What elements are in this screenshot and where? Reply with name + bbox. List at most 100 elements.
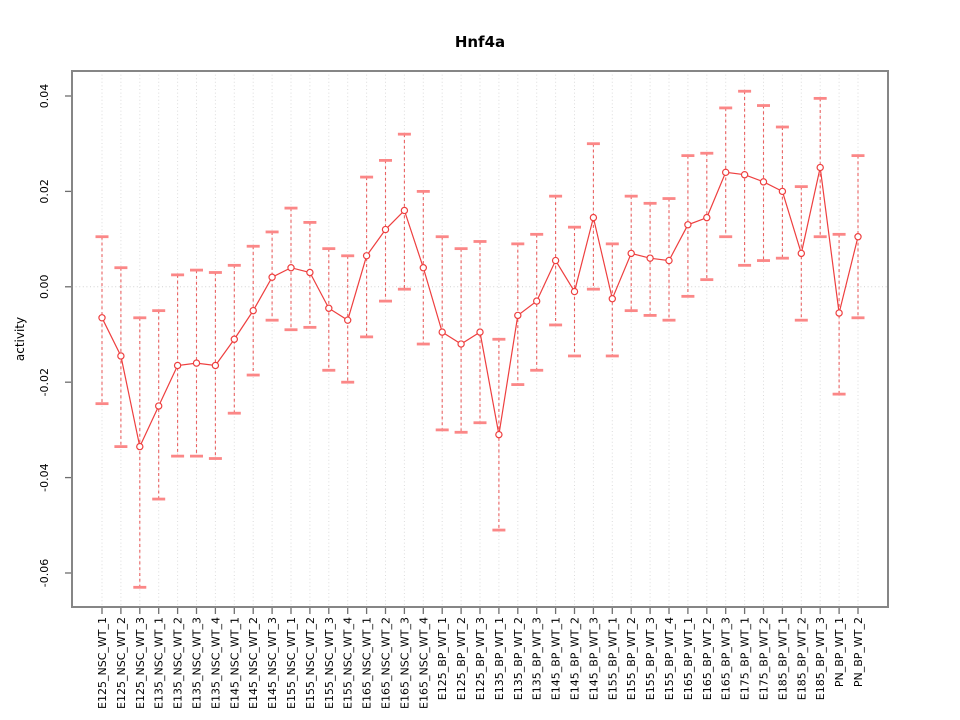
data-point [495,430,503,439]
data-point [438,328,446,336]
error-bar [605,242,619,358]
plot-box [71,70,889,608]
error-bar [360,175,374,339]
data-point [287,264,295,272]
x-tick-label: E155_BP_WT_2 [625,617,638,700]
x-tick-label: E185_BP_WT_1 [776,617,789,700]
x-tick-label: E125_BP_WT_3 [474,617,487,700]
error-bar [227,263,241,415]
data-point [665,256,673,265]
y-tick-label: -0.06 [38,559,51,587]
x-tick-label: E155_NSC_WT_3 [323,617,336,709]
x-tick-label: E145_BP_WT_3 [587,617,600,700]
error-bar [643,201,657,317]
x-tick-label: E145_BP_WT_2 [569,617,582,700]
x-tick-label: E145_NSC_WT_3 [266,617,279,709]
x-tick-label: E125_NSC_WT_1 [96,617,109,709]
data-point [589,213,598,222]
data-point [740,170,749,179]
x-tick-label: E135_NSC_WT_3 [191,617,204,709]
x-tick-label: E165_BP_WT_2 [701,617,714,700]
y-tick-label: -0.02 [38,368,51,396]
x-tick-label: E165_NSC_WT_4 [417,617,430,709]
x-tick-label: E135_NSC_WT_4 [209,617,222,709]
x-tick-label: E155_BP_WT_3 [644,617,657,700]
x-tick-label: E165_NSC_WT_1 [361,617,374,709]
x-tick-label: E135_BP_WT_3 [531,617,544,700]
x-tick-label: E155_NSC_WT_2 [304,617,317,709]
x-tick-label: E165_BP_WT_3 [720,617,733,700]
x-tick-label: E165_BP_WT_1 [682,617,695,700]
data-point [835,309,843,317]
data-point [136,442,144,451]
plot-border [71,70,889,608]
data-point [98,314,106,322]
data-point [778,187,787,196]
data-point [684,221,692,229]
data-point [608,295,617,303]
error-bar [530,232,544,372]
data-point [646,254,654,262]
y-tick-label: 0.02 [38,179,51,204]
x-tick-label: E165_NSC_WT_3 [398,617,411,709]
data-point [570,287,579,296]
y-tick-label: -0.04 [38,463,51,491]
data-point [722,168,730,177]
x-tick-label: E135_BP_WT_1 [493,617,506,700]
data-point [797,249,806,258]
error-bars [95,89,865,589]
y-tick-label: 0.04 [38,84,51,109]
error-bar [851,154,865,320]
x-tick-label: E135_BP_WT_2 [512,617,525,700]
x-tick-label: E125_NSC_WT_3 [134,617,147,709]
data-point [325,304,333,312]
data-point [759,178,768,186]
x-tick-label: E125_BP_WT_1 [436,617,449,700]
data-point [230,335,238,343]
error-bar [700,151,714,282]
x-tick-label: E135_NSC_WT_2 [172,617,185,709]
error-bar [832,232,846,396]
y-tick-label: 0.00 [38,275,51,300]
data-point [154,402,163,410]
data-point [381,225,390,234]
error-bar [265,230,279,322]
data-point [816,163,824,172]
data-points [98,163,862,451]
data-point [268,273,276,281]
data-point [400,206,409,215]
data-point [457,340,465,348]
error-bar [586,142,600,291]
data-point [192,359,201,367]
x-tick-label: E155_BP_WT_1 [606,617,619,700]
data-point [533,297,541,305]
x-axis: E125_NSC_WT_1 E125_NSC_WT_2 E125_NSC_WT_3 E… [96,607,865,709]
data-point [362,252,371,260]
y-axis: 0.04 0.02 0.00 -0.02 -0.04 -0.06 [38,84,72,587]
data-point [854,233,862,241]
error-bar [133,316,147,589]
error-bar [473,240,487,425]
error-bar [624,194,638,313]
data-point [306,268,314,277]
data-point [173,361,182,370]
x-tick-label: E175_BP_WT_1 [739,617,752,700]
x-tick-label: E165_NSC_WT_2 [380,617,393,709]
data-point [627,249,635,258]
x-tick-label: E185_BP_WT_2 [795,617,808,700]
data-point [117,352,125,360]
x-tick-label: PN_BP_WT_1 [833,617,846,687]
x-tick-label: E155_BP_WT_4 [663,617,676,700]
data-point [514,311,522,320]
chart-title: Hnf4a [454,33,506,51]
x-tick-label: E185_BP_WT_3 [814,617,827,700]
data-point [249,306,257,315]
x-tick-label: E155_NSC_WT_1 [285,617,298,709]
error-bar [435,235,449,432]
data-point [419,264,427,272]
error-bar [341,254,355,384]
x-tick-label: E125_NSC_WT_2 [115,617,128,709]
x-tick-label: PN_BP_WT_2 [852,617,865,687]
